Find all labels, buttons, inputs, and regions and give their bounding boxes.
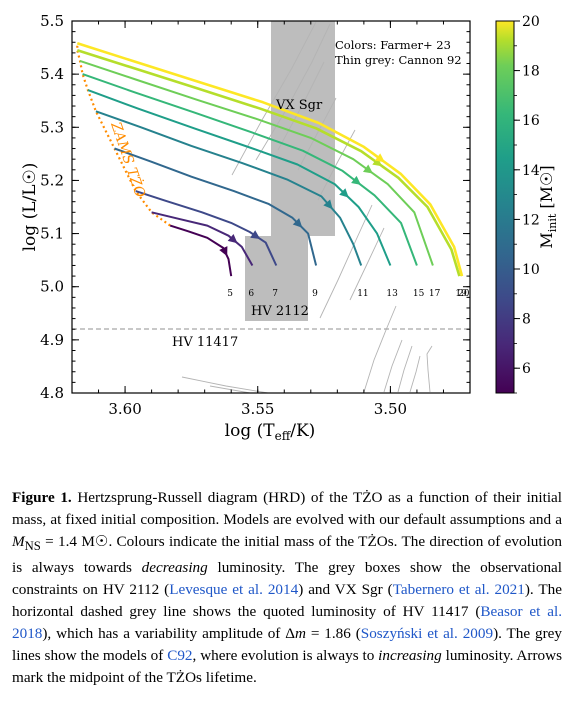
figure-caption: Figure 1. Hertzsprung-Russell diagram (H… bbox=[12, 487, 562, 689]
x-axis-label: log (Teff/K) bbox=[225, 421, 316, 443]
caption-text: = 1.4 M☉. Colours indicate the initial m… bbox=[12, 533, 562, 577]
y-tick-label: 4.8 bbox=[40, 384, 64, 402]
track-19-msun bbox=[76, 48, 461, 277]
caption-m: m bbox=[294, 625, 306, 643]
track-17-msun bbox=[79, 59, 434, 266]
caption-reference-link[interactable]: Levesque et al. 2014 bbox=[169, 581, 299, 599]
midpoint-arrow-11 bbox=[323, 199, 333, 210]
track-11-msun bbox=[95, 110, 363, 266]
mass-label-9: 9 bbox=[312, 289, 318, 299]
caption-text: ). The horizontal dashed grey line shows… bbox=[12, 581, 562, 621]
hv2112-label: HV 2112 bbox=[251, 304, 309, 319]
caption-text: Hertzsprung-Russell diagram (HRD) of the… bbox=[12, 489, 562, 528]
track-5-msun bbox=[169, 224, 233, 277]
x-tick-label: 3.50 bbox=[374, 400, 407, 418]
legend-text-1: Colors: Farmer+ 23 bbox=[335, 38, 451, 52]
y-tick-label: 4.9 bbox=[40, 331, 64, 349]
y-tick-label: 5.2 bbox=[40, 171, 64, 189]
y-tick-label: 5.4 bbox=[40, 65, 64, 83]
y-tick-label: 5.1 bbox=[40, 225, 64, 243]
caption-text: luminosity. The grey boxes show the obse… bbox=[12, 559, 562, 599]
midpoint-arrow-7 bbox=[250, 230, 261, 239]
hv2112-box bbox=[245, 236, 308, 321]
midpoint-arrow-17 bbox=[363, 164, 373, 174]
caption-emphasis: decreasing bbox=[141, 559, 208, 577]
track-9-msun bbox=[114, 147, 318, 266]
colorbar-tick-label: 14 bbox=[522, 163, 540, 179]
x-tick-label: 3.55 bbox=[241, 400, 274, 418]
mass-label-11: 11 bbox=[357, 289, 368, 299]
evolution-tracks bbox=[76, 42, 464, 277]
colorbar-ticks: 6 8 10 12 14 16 18 20 bbox=[514, 14, 540, 394]
track-20-msun bbox=[76, 42, 464, 277]
caption-text: , where evolution is always to bbox=[192, 647, 379, 665]
x-tick-label: 3.60 bbox=[108, 400, 141, 418]
mass-label-20: 20 bbox=[458, 289, 470, 299]
midpoint-arrow-13 bbox=[339, 188, 349, 198]
midpoint-arrow-20 bbox=[374, 153, 385, 163]
caption-emphasis: increasing bbox=[378, 647, 442, 665]
caption-text: ). The grey lines show the models of bbox=[12, 625, 562, 665]
caption-reference-link[interactable]: Soszyński et al. 2009 bbox=[360, 625, 494, 643]
tick-labels: 3.60 3.55 3.50 4.8 4.9 5.0 5.1 5.2 5.3 5.4 5.5 bbox=[40, 12, 407, 418]
colorbar-label: Minit [M☉] bbox=[537, 165, 559, 248]
mass-label-17: 17 bbox=[429, 289, 441, 299]
caption-reference-link[interactable]: Beasor et al. 2018 bbox=[12, 603, 562, 643]
colorbar-tick-label: 8 bbox=[522, 312, 531, 328]
track-15-msun bbox=[82, 73, 418, 266]
caption-mns-sub: NS bbox=[24, 539, 41, 554]
colorbar-tick-label: 12 bbox=[522, 212, 540, 228]
zams-tzo-line bbox=[76, 43, 171, 227]
midpoint-arrow-6 bbox=[227, 233, 238, 244]
colorbar-tick-label: 16 bbox=[522, 113, 540, 129]
caption-text: ) and VX Sgr ( bbox=[298, 581, 393, 599]
caption-text: = 1.86 ( bbox=[305, 625, 361, 643]
colorbar-tick-label: 20 bbox=[522, 14, 540, 30]
mass-label-19: 19 bbox=[455, 289, 467, 299]
track-6-msun bbox=[151, 211, 254, 266]
midpoint-arrow-5 bbox=[219, 246, 228, 257]
hv11417-label: HV 11417 bbox=[172, 335, 238, 350]
caption-reference-link[interactable]: C92 bbox=[167, 647, 193, 665]
vx-sgr-label: VX Sgr bbox=[275, 98, 323, 113]
y-tick-label: 5.3 bbox=[40, 118, 64, 136]
caption-text: luminosity. Arrows mark the midpoint of … bbox=[12, 647, 562, 687]
mass-label-6: 6 bbox=[248, 289, 254, 299]
caption-figure-label: Figure 1. bbox=[12, 489, 72, 506]
caption-mns: M bbox=[12, 533, 25, 550]
y-tick-label: 5.5 bbox=[40, 12, 64, 30]
midpoint-arrow-15 bbox=[351, 175, 361, 185]
colorbar bbox=[495, 20, 515, 394]
colorbar-tick-label: 10 bbox=[522, 262, 540, 278]
mass-label-7: 7 bbox=[272, 289, 278, 299]
midpoint-arrow-19 bbox=[372, 157, 383, 167]
caption-reference-link[interactable]: Tabernero et al. 2021 bbox=[392, 581, 525, 599]
track-13-msun bbox=[87, 89, 392, 266]
colorbar-tick-label: 6 bbox=[522, 361, 531, 377]
colorbar-tick-label: 18 bbox=[522, 64, 540, 80]
track-7-msun bbox=[135, 190, 278, 266]
mass-label-15: 15 bbox=[413, 289, 425, 299]
mass-label-5: 5 bbox=[227, 289, 233, 299]
caption-text: ), which has a variability amplitude of … bbox=[42, 625, 295, 643]
mass-label-13: 13 bbox=[386, 289, 398, 299]
y-axis-label: log (L/L☉) bbox=[20, 163, 40, 252]
plot-frame bbox=[71, 20, 471, 394]
y-tick-label: 5.0 bbox=[40, 278, 64, 296]
legend-text-2: Thin grey: Cannon 92 bbox=[335, 53, 462, 67]
axis-ticks bbox=[71, 20, 471, 394]
